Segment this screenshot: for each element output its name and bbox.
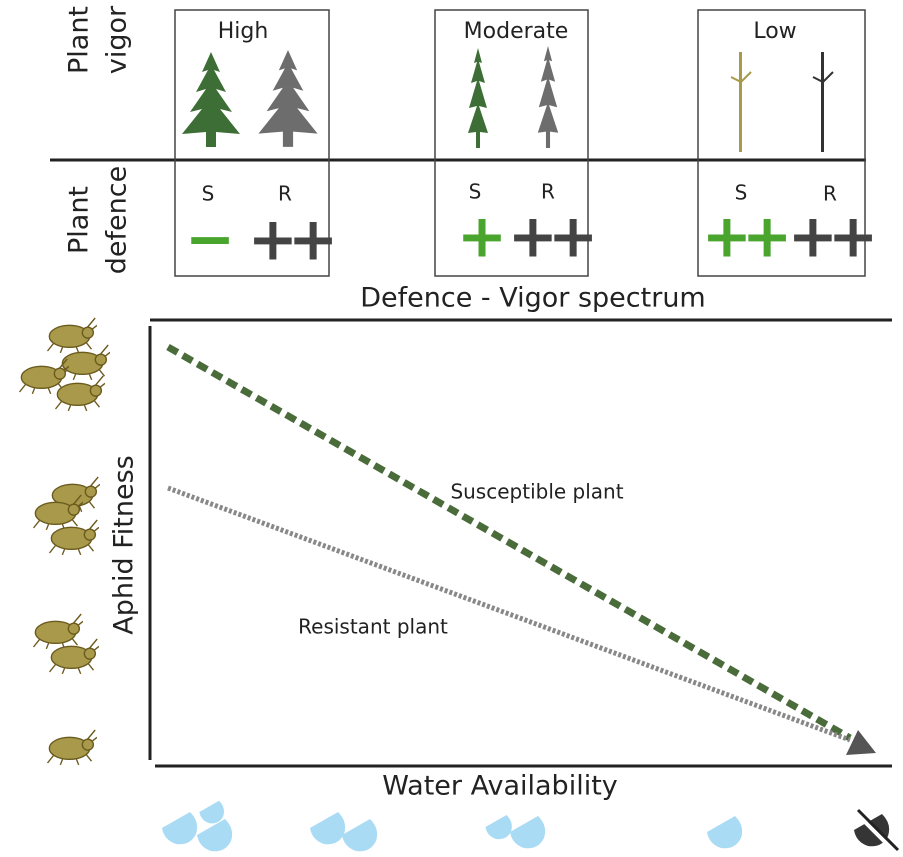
- panel-box: [174, 9, 330, 277]
- water-drops: [162, 800, 900, 854]
- defence-symbol: ++: [508, 202, 592, 272]
- resistant-line: [167, 485, 851, 743]
- tree: [258, 50, 318, 147]
- r-label: R: [278, 182, 292, 206]
- slash: [856, 808, 900, 852]
- defence-symbol: ++: [788, 202, 872, 272]
- aphid: [48, 519, 99, 555]
- s-label: S: [202, 182, 215, 206]
- panel-box: [434, 9, 589, 277]
- aphid: [48, 638, 99, 674]
- panel: High S R − ++: [174, 9, 342, 277]
- y-axis-label: Aphid Fitness: [109, 455, 140, 634]
- row-label: defence: [102, 166, 133, 274]
- tree: [812, 52, 834, 152]
- drop: [485, 815, 512, 840]
- tree: [537, 46, 559, 148]
- defence-symbol: ++: [702, 202, 786, 272]
- row-label: Plant: [64, 186, 95, 254]
- defence-symbol: +: [457, 202, 501, 272]
- drop: [342, 819, 378, 852]
- susceptible-line: [166, 343, 852, 742]
- aphid: [32, 613, 83, 649]
- drop: [510, 816, 546, 849]
- tree: [182, 52, 240, 147]
- defence-symbol: ++: [248, 205, 332, 275]
- panel-title: Low: [753, 19, 796, 44]
- r-label: R: [823, 182, 837, 206]
- s-label: S: [735, 181, 748, 205]
- no-water-icon: [853, 808, 900, 854]
- aphid-group: [18, 317, 110, 765]
- panel-title: High: [218, 19, 269, 44]
- panel-title: Moderate: [464, 19, 569, 44]
- drop: [707, 816, 743, 849]
- row-label: Plant: [64, 6, 95, 74]
- r-label: R: [541, 180, 555, 204]
- drop: [162, 812, 198, 845]
- panel: Low S R ++ ++: [697, 9, 882, 277]
- spectrum-label: Defence - Vigor spectrum: [360, 283, 705, 314]
- slash: [853, 810, 897, 854]
- drop: [310, 812, 346, 845]
- aphid: [54, 375, 105, 411]
- panel-box: [697, 9, 866, 277]
- panel: Moderate S R + ++: [434, 9, 602, 277]
- arrow-head: [846, 730, 876, 755]
- tree: [730, 52, 752, 152]
- aphid: [59, 344, 110, 380]
- row-label: vigor: [102, 5, 133, 74]
- x-axis-label: Water Availability: [382, 771, 618, 802]
- aphid: [46, 317, 97, 353]
- drop: [197, 819, 233, 852]
- line-label: Susceptible plant: [450, 480, 623, 504]
- tree: [468, 48, 488, 148]
- line-label: Resistant plant: [298, 615, 448, 639]
- drop: [199, 800, 224, 824]
- aphid: [46, 729, 97, 765]
- s-label: S: [469, 180, 482, 204]
- defence-symbol: −: [185, 205, 229, 275]
